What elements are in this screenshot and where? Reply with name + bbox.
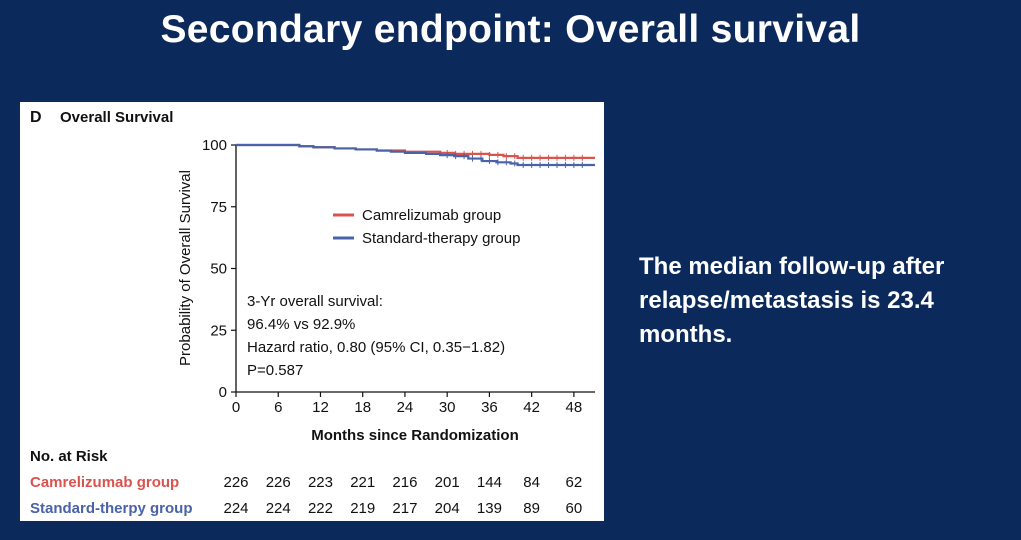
legend-label: Camrelizumab group [362, 207, 501, 224]
chart-title: Overall Survival [60, 109, 173, 126]
y-tick-label: 100 [202, 137, 227, 154]
risk-cell: 84 [523, 474, 540, 491]
risk-cell: 89 [523, 500, 540, 517]
risk-cell: 144 [477, 474, 502, 491]
x-axis-label: Months since Randomization [311, 427, 519, 444]
x-tick-label: 36 [481, 399, 498, 416]
x-tick-label: 48 [566, 399, 583, 416]
risk-cell: 223 [308, 474, 333, 491]
risk-cell: 60 [566, 500, 583, 517]
risk-cell: 226 [223, 474, 248, 491]
risk-table: Camrelizumab group 226 226 223 221 216 201 144 8… [30, 474, 582, 517]
risk-cell: 62 [566, 474, 583, 491]
annotation-line: 96.4% vs 92.9% [247, 316, 355, 333]
risk-cell: 219 [350, 500, 375, 517]
y-axis-label: Probability of Overall Survival [177, 170, 194, 366]
chart-panel: D Overall Survival 0 6 12 18 24 30 36 42 48 0 25 50… [20, 102, 604, 521]
risk-cell: 221 [350, 474, 375, 491]
risk-cell: 216 [392, 474, 417, 491]
survival-curve-standard-therapy [236, 143, 595, 167]
risk-cell: 139 [477, 500, 502, 517]
km-chart: D Overall Survival 0 6 12 18 24 30 36 42 48 0 25 50… [30, 109, 595, 517]
x-tick-label: 30 [439, 399, 456, 416]
y-tick-label: 50 [210, 261, 227, 278]
risk-table-title: No. at Risk [30, 448, 108, 465]
axes: 0 6 12 18 24 30 36 42 48 0 25 50 75 100 [202, 137, 595, 416]
y-tick-label: 75 [210, 199, 227, 216]
risk-cell: 217 [392, 500, 417, 517]
x-tick-label: 42 [523, 399, 540, 416]
risk-cell: 226 [266, 474, 291, 491]
y-tick-label: 0 [219, 384, 227, 401]
risk-cell: 204 [435, 500, 460, 517]
x-tick-label: 0 [232, 399, 240, 416]
annotation-line: P=0.587 [247, 362, 303, 379]
series-layer [236, 143, 595, 169]
x-tick-label: 18 [354, 399, 371, 416]
legend: Camrelizumab group Standard-therapy group [333, 207, 520, 247]
annotation-block: 3-Yr overall survival: 96.4% vs 92.9% Ha… [247, 293, 505, 379]
risk-cell: 224 [223, 500, 248, 517]
legend-label: Standard-therapy group [362, 230, 520, 247]
slide-title: Secondary endpoint: Overall survival [160, 8, 861, 51]
survival-curve-camrelizumab [236, 143, 595, 159]
x-tick-label: 24 [397, 399, 414, 416]
risk-cell: 222 [308, 500, 333, 517]
annotation-line: 3-Yr overall survival: [247, 293, 383, 310]
risk-row-label: Camrelizumab group [30, 474, 179, 491]
y-tick-label: 25 [210, 322, 227, 339]
risk-cell: 224 [266, 500, 291, 517]
follow-up-note: The median follow-up after relapse/metas… [639, 253, 945, 348]
risk-row-label: Standard-therpy group [30, 500, 193, 517]
risk-cell: 201 [435, 474, 460, 491]
x-tick-label: 6 [274, 399, 282, 416]
panel-letter: D [30, 109, 42, 126]
annotation-line: Hazard ratio, 0.80 (95% CI, 0.35−1.82) [247, 339, 505, 356]
x-tick-label: 12 [312, 399, 329, 416]
